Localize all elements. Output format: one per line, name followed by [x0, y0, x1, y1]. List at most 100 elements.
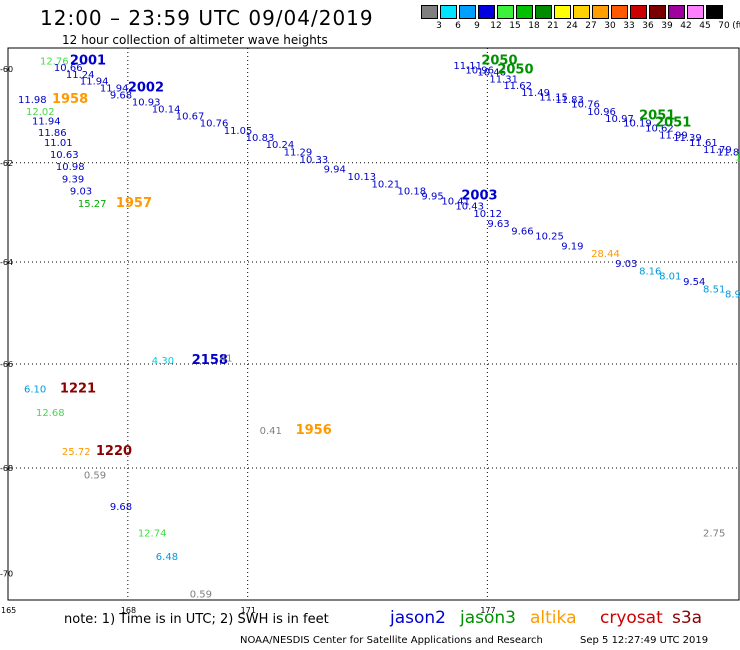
wave-height-label: 11.39 — [673, 133, 702, 144]
wave-height-label: 11.49 — [521, 88, 550, 99]
legend-label: 12 — [490, 21, 502, 31]
wave-height-label: 0.41 — [260, 426, 282, 437]
legend-label: 21 — [547, 21, 559, 31]
note-text: note: 1) Time is in UTC; 2) SWH is in fe… — [64, 612, 329, 627]
lon-label: 171 — [241, 606, 256, 615]
wave-height-label: 11.01 — [44, 138, 73, 149]
wave-height-label: 12.74 — [138, 528, 167, 539]
wave-height-label: 2.75 — [703, 528, 725, 539]
track-id-label: 2001 — [70, 53, 106, 68]
legend-swatch — [592, 5, 609, 19]
legend-label: 24 — [566, 21, 578, 31]
wave-height-label: 10.46 — [477, 68, 506, 79]
map-subtitle: 12 hour collection of altimeter wave hei… — [62, 33, 328, 47]
legend-swatch — [630, 5, 647, 19]
wave-height-label: 10.14 — [152, 104, 181, 115]
wave-height-label: 9.54 — [683, 277, 705, 288]
wave-height-label: 10.13 — [348, 172, 377, 183]
wave-height-label: 10.93 — [132, 97, 161, 108]
satellite-jason2: jason2 — [390, 608, 446, 628]
legend-label: 45 — [699, 21, 711, 31]
wave-height-label: 10.76 — [571, 100, 600, 111]
wave-height-label: 10.41 — [441, 197, 470, 208]
wave-height-label: 10.63 — [50, 150, 79, 161]
legend-label: 33 — [623, 21, 635, 31]
wave-height-label: 10.24 — [266, 140, 295, 151]
wave-height-label: 10.96 — [587, 107, 616, 118]
legend-label: 42 — [680, 21, 692, 31]
wave-height-label: 12.76 — [40, 56, 69, 67]
wave-height-label: 9.95 — [421, 192, 443, 203]
wave-height-label: 9.03 — [615, 259, 637, 270]
wave-height-label: 6.48 — [156, 552, 178, 563]
wave-height-label: 6.10 — [24, 384, 46, 395]
wave-height-label: 15.27 — [78, 199, 107, 210]
track-id-label: 2050 — [481, 53, 517, 68]
track-id-label: 2002 — [128, 80, 164, 95]
satellite-jason3: jason3 — [460, 608, 516, 628]
wave-height-label: 11.86 — [38, 128, 67, 139]
wave-height-label: 11.05 — [224, 126, 253, 137]
wave-height-label: 28.44 — [591, 249, 620, 260]
wave-height-label: 9.66 — [511, 226, 533, 237]
legend-swatch — [554, 5, 571, 19]
legend-label: 27 — [585, 21, 597, 31]
wave-height-label: 10.12 — [473, 209, 502, 220]
lon-label: 165 — [1, 606, 16, 615]
wave-height-label: 10.33 — [300, 155, 329, 166]
track-id-label: 2051 — [639, 109, 675, 124]
legend-swatch — [687, 5, 704, 19]
legend-label: 30 — [604, 21, 616, 31]
legend-swatch — [497, 5, 514, 19]
legend-swatch — [668, 5, 685, 19]
legend-label: 6 — [455, 21, 461, 31]
wave-height-label: 12.02 — [26, 107, 55, 118]
wave-height-label: 11.83 — [555, 95, 584, 106]
wave-height-label: 4.30 — [152, 356, 174, 367]
legend-unit: (ft) — [732, 21, 740, 31]
lat-label: -60 — [0, 65, 13, 74]
legend-swatch — [706, 5, 723, 19]
legend-swatch — [535, 5, 552, 19]
wave-height-label: 11.99 — [659, 131, 688, 142]
wave-height-label: 11.11 — [453, 61, 482, 72]
legend-label: 9 — [474, 21, 480, 31]
wave-height-label: 8.51 — [703, 284, 725, 295]
lat-label: -62 — [0, 159, 13, 168]
wave-height-label: 25.72 — [62, 447, 91, 458]
wave-height-label: 12.68 — [36, 408, 65, 419]
legend-label: 15 — [509, 21, 521, 31]
track-id-label: 1958 — [52, 92, 88, 107]
wave-height-label: 11.98 — [18, 95, 47, 106]
wave-height-label: 0.59 — [190, 589, 212, 600]
wave-height-label: 8.01 — [659, 272, 681, 283]
wave-height-label: 10.98 — [56, 162, 85, 173]
satellite-s3a: s3a — [672, 608, 703, 628]
wave-height-label: 10.25 — [535, 231, 564, 242]
wave-height-label: 10.97 — [605, 114, 634, 125]
lat-label: -68 — [0, 464, 13, 473]
wave-height-label: 8.98 — [725, 289, 740, 300]
legend-swatch — [611, 5, 628, 19]
track-id-label: 2158 — [192, 353, 228, 368]
wave-height-label: 12.88 — [735, 152, 740, 163]
wave-height-label: 11.15 — [539, 93, 568, 104]
wave-height-label: 0.59 — [84, 470, 106, 481]
map-title: 12:00 – 23:59 UTC 09/04/2019 — [40, 6, 374, 30]
legend-label: 18 — [528, 21, 540, 31]
wave-height-label: 11.62 — [503, 81, 532, 92]
wave-height-label: 11.94 — [80, 77, 109, 88]
track-id-label: 2051 — [655, 116, 691, 131]
wave-height-label: 10.66 — [54, 63, 83, 74]
wave-height-label: 11.94 — [32, 116, 61, 127]
satellite-cryosat: cryosat — [600, 608, 663, 628]
legend-label: 3 — [436, 21, 442, 31]
wave-height-label: 9.68 — [110, 90, 132, 101]
wave-height-label: 10.96 — [465, 65, 494, 76]
lat-label: -64 — [0, 258, 13, 267]
wave-height-label: 11.85 — [717, 147, 740, 158]
legend-swatch — [459, 5, 476, 19]
wave-height-label: 9.03 — [70, 187, 92, 198]
map-frame — [7, 47, 740, 601]
